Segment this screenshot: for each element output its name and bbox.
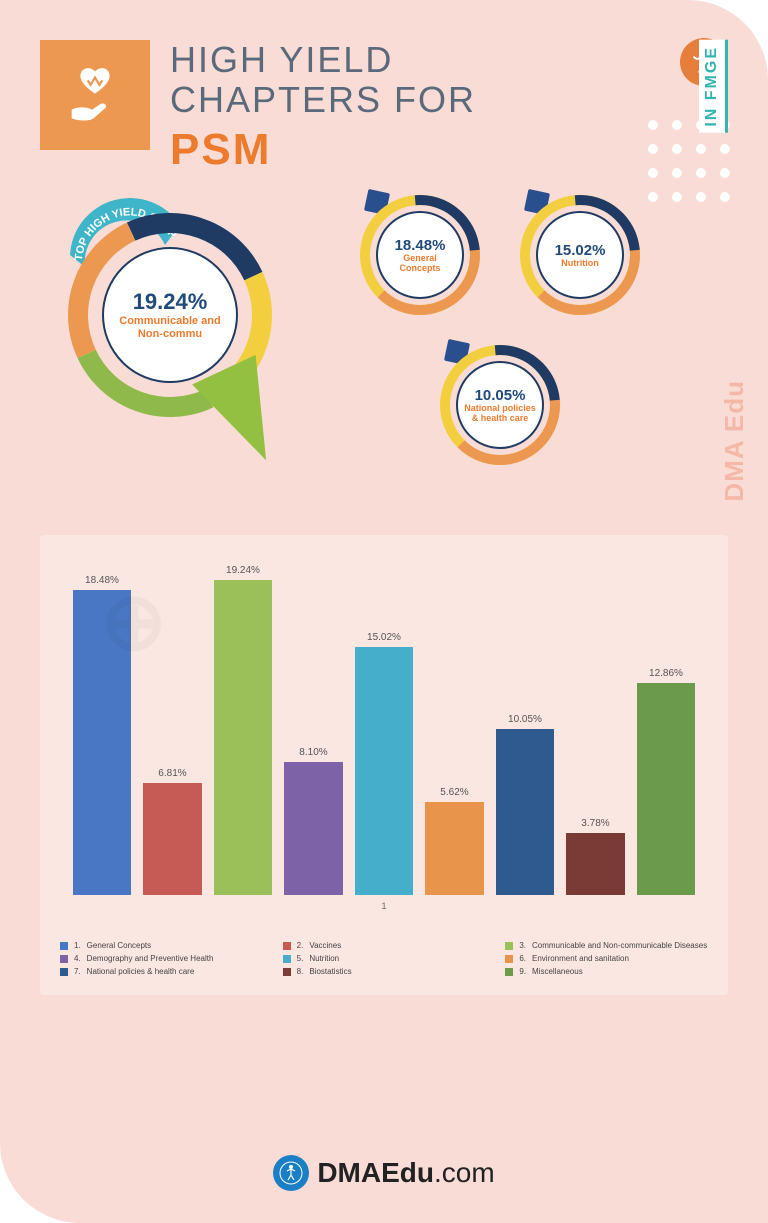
bar-value-label: 8.10% — [299, 747, 327, 758]
legend: 1. General Concepts 2. Vaccines 3. Communicab… — [60, 941, 708, 976]
legend-swatch — [283, 968, 291, 976]
bar-value-label: 12.86% — [649, 668, 683, 679]
small-donut-0: 18.48%General Concepts — [360, 195, 480, 315]
legend-swatch — [60, 942, 68, 950]
legend-num: 1. — [74, 941, 81, 950]
legend-label: National policies & health care — [87, 967, 195, 976]
legend-item-6: 7. National policies & health care — [60, 967, 263, 976]
legend-item-0: 1. General Concepts — [60, 941, 263, 950]
bar-value-label: 5.62% — [440, 787, 468, 798]
bar-value-label: 3.78% — [581, 818, 609, 829]
title-subject: PSM — [170, 125, 679, 175]
legend-label: Miscellaneous — [532, 967, 583, 976]
sm-lbl: Nutrition — [555, 259, 605, 269]
bar-rect — [214, 580, 272, 895]
bar-2: 19.24% — [214, 565, 272, 895]
sm-lbl: General Concepts — [378, 254, 462, 274]
bar-rect — [566, 833, 624, 895]
bar-3: 8.10% — [284, 565, 342, 895]
bar-value-label: 18.48% — [85, 575, 119, 586]
bar-rect — [637, 683, 695, 895]
bar-value-label: 10.05% — [508, 714, 542, 725]
legend-item-7: 8. Biostatistics — [283, 967, 486, 976]
sm-pct: 10.05% — [475, 387, 526, 404]
legend-label: Demography and Preventive Health — [87, 954, 214, 963]
bar-value-label: 6.81% — [158, 768, 186, 779]
footer-badge-icon — [273, 1155, 309, 1191]
bar-rect — [73, 590, 131, 895]
bar-4: 15.02% — [355, 565, 413, 895]
legend-num: 9. — [519, 967, 526, 976]
bar-6: 10.05% — [496, 565, 554, 895]
bar-value-label: 15.02% — [367, 632, 401, 643]
legend-label: General Concepts — [87, 941, 151, 950]
bar-7: 3.78% — [566, 565, 624, 895]
legend-num: 5. — [297, 954, 304, 963]
legend-item-4: 5. Nutrition — [283, 954, 486, 963]
legend-label: Biostatistics — [309, 967, 351, 976]
sm-pct: 15.02% — [555, 242, 606, 259]
bar-chart-panel: ⊕ 18.48%6.81%19.24%8.10%15.02%5.62%10.05… — [40, 535, 728, 995]
bar-0: 18.48% — [73, 565, 131, 895]
bar-value-label: 19.24% — [226, 565, 260, 576]
legend-item-1: 2. Vaccines — [283, 941, 486, 950]
legend-swatch — [283, 955, 291, 963]
legend-swatch — [283, 942, 291, 950]
legend-label: Nutrition — [309, 954, 339, 963]
title-line2: CHAPTERS FOR — [170, 80, 679, 120]
bar-rect — [355, 647, 413, 895]
legend-swatch — [60, 955, 68, 963]
header: HIGH YIELD CHAPTERS FOR PSM IN FMGE — [40, 40, 728, 175]
top-chapter-donut: TOP HIGH YIELD CHAPTER 19.24% Communicab… — [60, 205, 280, 425]
sm-lbl: National policies & health care — [458, 404, 542, 424]
bar-8: 12.86% — [637, 565, 695, 895]
small-donut-2: 10.05%National policies & health care — [440, 345, 560, 465]
legend-num: 2. — [297, 941, 304, 950]
legend-swatch — [505, 968, 513, 976]
title-block: HIGH YIELD CHAPTERS FOR PSM — [170, 40, 679, 175]
top-percent: 19.24% — [133, 289, 208, 315]
bar-5: 5.62% — [425, 565, 483, 895]
sm-pct: 18.48% — [395, 237, 446, 254]
legend-swatch — [60, 968, 68, 976]
legend-label: Communicable and Non-communicable Diseas… — [532, 941, 707, 950]
bar-rect — [143, 783, 201, 895]
footer-brand: DMAEdu.com — [317, 1157, 494, 1189]
bar-rect — [284, 762, 342, 896]
top-label: Communicable and Non-commu — [114, 315, 226, 341]
legend-label: Environment and sanitation — [532, 954, 629, 963]
heart-hand-icon — [40, 40, 150, 150]
infographic-page: DMA Edu HIGH YIELD CHAPTERS FOR PSM IN F… — [0, 0, 768, 1223]
legend-num: 6. — [519, 954, 526, 963]
x-axis-label: 1 — [60, 901, 708, 911]
legend-item-2: 3. Communicable and Non-communicable Dise… — [505, 941, 708, 950]
legend-num: 7. — [74, 967, 81, 976]
bar-chart: 18.48% 6.81% 19.24% 8.10% 15.02% 5.62% 10.05% 3… — [60, 565, 708, 895]
legend-num: 4. — [74, 954, 81, 963]
legend-swatch — [505, 942, 513, 950]
donut-section: TOP HIGH YIELD CHAPTER 19.24% Communicab… — [40, 195, 728, 515]
bar-rect — [496, 729, 554, 895]
legend-num: 3. — [519, 941, 526, 950]
footer: DMAEdu.com — [0, 1155, 768, 1191]
bar-1: 6.81% — [143, 565, 201, 895]
legend-item-3: 4. Demography and Preventive Health — [60, 954, 263, 963]
legend-num: 8. — [297, 967, 304, 976]
title-line1: HIGH YIELD — [170, 40, 679, 80]
legend-item-8: 9. Miscellaneous — [505, 967, 708, 976]
bar-rect — [425, 802, 483, 895]
legend-item-5: 6. Environment and sanitation — [505, 954, 708, 963]
fmge-tag: IN FMGE — [699, 40, 728, 133]
legend-label: Vaccines — [309, 941, 341, 950]
legend-swatch — [505, 955, 513, 963]
small-donut-1: 15.02%Nutrition — [520, 195, 640, 315]
